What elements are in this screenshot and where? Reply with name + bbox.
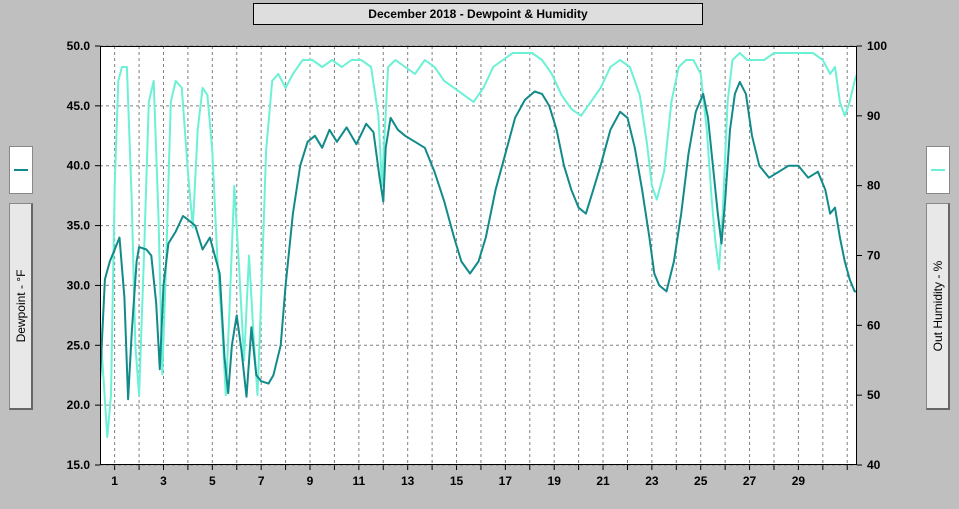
y-left-tick-label: 20.0 — [67, 398, 91, 412]
y-left-tick-label: 50.0 — [67, 39, 91, 53]
x-tick-label: 7 — [258, 474, 265, 488]
y-right-tick-label: 90 — [867, 109, 881, 123]
plot-svg: 135791113151719212325272915.020.025.030.… — [0, 0, 959, 509]
y-right-tick-label: 100 — [867, 39, 887, 53]
y-left-tick-label: 45.0 — [67, 99, 91, 113]
x-tick-label: 27 — [743, 474, 757, 488]
x-tick-label: 3 — [160, 474, 167, 488]
x-tick-label: 15 — [450, 474, 464, 488]
legend-swatch-dewpoint — [9, 146, 33, 194]
y-right-tick-label: 40 — [867, 458, 881, 472]
x-tick-label: 9 — [307, 474, 314, 488]
chart-container: December 2018 - Dewpoint & Humidity 1357… — [0, 0, 959, 509]
y-right-tick-label: 50 — [867, 388, 881, 402]
x-tick-label: 17 — [499, 474, 513, 488]
x-tick-label: 29 — [792, 474, 806, 488]
legend-swatch-dewpoint-line — [14, 169, 28, 171]
y-left-tick-label: 30.0 — [67, 278, 91, 292]
x-tick-label: 11 — [353, 474, 366, 488]
y-left-tick-label: 35.0 — [67, 219, 91, 233]
series-humidity — [100, 53, 857, 437]
y-left-tick-label: 15.0 — [67, 458, 91, 472]
legend-swatch-humidity — [926, 146, 950, 194]
x-tick-label: 25 — [694, 474, 708, 488]
legend-swatch-humidity-line — [931, 169, 945, 171]
legend-box-dewpoint: Dewpoint - °F — [9, 203, 33, 410]
y-right-tick-label: 70 — [867, 249, 881, 263]
series-dewpoint — [100, 82, 857, 399]
y-left-tick-label: 40.0 — [67, 159, 91, 173]
y-right-tick-label: 60 — [867, 318, 881, 332]
y-right-tick-label: 80 — [867, 179, 881, 193]
y-left-tick-label: 25.0 — [67, 338, 91, 352]
x-tick-label: 19 — [548, 474, 562, 488]
x-tick-label: 23 — [645, 474, 659, 488]
legend-box-humidity: Out Humidity - % — [926, 203, 950, 410]
legend-label-dewpoint: Dewpoint - °F — [14, 270, 28, 343]
x-tick-label: 1 — [111, 474, 118, 488]
legend-label-humidity: Out Humidity - % — [931, 261, 945, 352]
x-tick-label: 13 — [401, 474, 415, 488]
x-tick-label: 21 — [596, 474, 610, 488]
x-tick-label: 5 — [209, 474, 216, 488]
